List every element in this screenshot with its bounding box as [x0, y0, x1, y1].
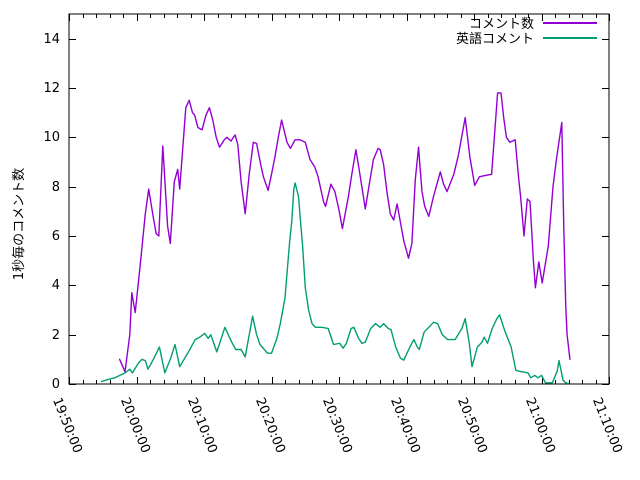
- y-tick-label: 4: [51, 277, 60, 293]
- y-tick-label: 6: [51, 228, 60, 244]
- y-tick-label: 10: [43, 129, 60, 145]
- legend-line-sample-comment-count: [543, 21, 597, 24]
- legend-item-english-comments: 英語コメント: [455, 30, 597, 47]
- legend: コメント数 英語コメント: [455, 15, 597, 47]
- legend-line-sample-english-comments: [543, 36, 597, 39]
- y-tick-label: 0: [51, 376, 60, 392]
- y-tick-label: 12: [43, 80, 60, 96]
- legend-label-english-comments: 英語コメント: [455, 32, 534, 47]
- y-tick-label: 8: [51, 179, 60, 195]
- legend-item-comment-count: コメント数: [456, 15, 597, 32]
- y-tick-label: 2: [51, 327, 60, 343]
- series-english-comments-line: [100, 182, 570, 385]
- series-comment-count-line: [118, 92, 571, 373]
- y-tick-label: 14: [43, 31, 60, 47]
- legend-label-comment-count: コメント数: [468, 17, 534, 32]
